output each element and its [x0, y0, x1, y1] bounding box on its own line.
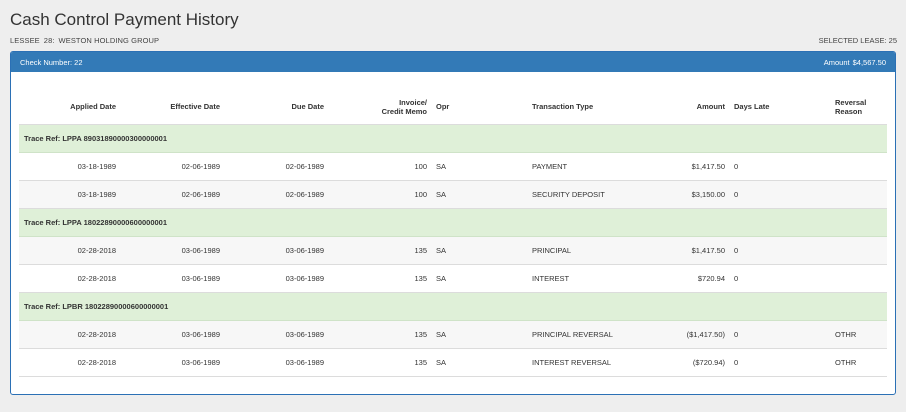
applied-date-cell: 03-18-1989	[19, 180, 119, 209]
effective-date-cell: 03-06-1989	[119, 236, 223, 265]
trace-ref: Trace Ref: LPPA 18022890000600000001	[19, 208, 887, 237]
col-applied-date[interactable]: Applied Date	[19, 89, 119, 125]
trace-ref: Trace Ref: LPPA 89031890000300000001	[19, 124, 887, 153]
days-late-cell: 0	[728, 180, 832, 209]
effective-date-cell: 02-06-1989	[119, 152, 223, 181]
effective-date-cell: 03-06-1989	[119, 320, 223, 349]
col-opr[interactable]: Opr	[430, 89, 529, 125]
selected-lease: SELECTED LEASE: 25	[818, 36, 897, 45]
transaction-type-cell: PAYMENT	[529, 152, 683, 181]
applied-date-cell: 02-28-2018	[19, 264, 119, 293]
amount-cell: $1,417.50	[683, 152, 728, 181]
transaction-type-cell: INTEREST REVERSAL	[529, 348, 683, 377]
invoice-header-line2: Credit Memo	[381, 106, 427, 116]
table-row[interactable]: 02-28-2018 03-06-1989 03-06-1989 135 SA …	[19, 236, 887, 265]
transaction-type-cell: PRINCIPAL	[529, 236, 683, 265]
effective-date-cell: 03-06-1989	[119, 348, 223, 377]
applied-date-cell: 02-28-2018	[19, 348, 119, 377]
lessee-number: 28:	[43, 36, 55, 45]
due-date-cell: 02-06-1989	[223, 152, 327, 181]
opr-cell: SA	[430, 236, 529, 265]
days-late-cell: 0	[728, 348, 832, 377]
lessee-info: LESSEE 28: WESTON HOLDING GROUP	[10, 36, 159, 45]
table-row[interactable]: 02-28-2018 03-06-1989 03-06-1989 135 SA …	[19, 348, 887, 377]
col-due-date[interactable]: Due Date	[223, 89, 327, 125]
table-row[interactable]: 03-18-1989 02-06-1989 02-06-1989 100 SA …	[19, 152, 887, 181]
payment-history-panel: Check Number: 22 Amount $4,567.50 Applie…	[10, 51, 896, 395]
amount-cell: $3,150.00	[683, 180, 728, 209]
invoice-cell: 100	[327, 152, 430, 181]
invoice-header-line1: Invoice/	[399, 97, 427, 107]
opr-cell: SA	[430, 180, 529, 209]
col-effective-date[interactable]: Effective Date	[119, 89, 223, 125]
table-row[interactable]: 03-18-1989 02-06-1989 02-06-1989 100 SA …	[19, 180, 887, 209]
days-late-cell: 0	[728, 264, 832, 293]
amount-cell: $720.94	[683, 264, 728, 293]
opr-cell: SA	[430, 264, 529, 293]
amount-cell: ($720.94)	[683, 348, 728, 377]
lessee-label: LESSEE	[10, 36, 40, 45]
reversal-reason-cell	[832, 152, 887, 181]
applied-date-cell: 03-18-1989	[19, 152, 119, 181]
invoice-cell: 100	[327, 180, 430, 209]
table-header-row: Applied Date Effective Date Due Date Inv…	[19, 89, 887, 125]
days-late-cell: 0	[728, 320, 832, 349]
panel-header: Check Number: 22 Amount $4,567.50	[11, 52, 895, 72]
due-date-cell: 03-06-1989	[223, 236, 327, 265]
amount-cell: ($1,417.50)	[683, 320, 728, 349]
due-date-cell: 02-06-1989	[223, 180, 327, 209]
due-date-cell: 03-06-1989	[223, 264, 327, 293]
trace-group-row: Trace Ref: LPBR 18022890000600000001	[19, 292, 887, 321]
invoice-cell: 135	[327, 320, 430, 349]
col-days-late[interactable]: Days Late	[728, 89, 832, 125]
reversal-reason-cell: OTHR	[832, 348, 887, 377]
days-late-cell: 0	[728, 152, 832, 181]
days-late-cell: 0	[728, 236, 832, 265]
page-title: Cash Control Payment History	[10, 10, 239, 29]
check-amount: Amount $4,567.50	[824, 58, 886, 67]
applied-date-cell: 02-28-2018	[19, 320, 119, 349]
opr-cell: SA	[430, 152, 529, 181]
reversal-reason-cell	[832, 180, 887, 209]
transaction-type-cell: SECURITY DEPOSIT	[529, 180, 683, 209]
effective-date-cell: 03-06-1989	[119, 264, 223, 293]
transaction-type-cell: INTEREST	[529, 264, 683, 293]
trace-ref: Trace Ref: LPBR 18022890000600000001	[19, 292, 887, 321]
col-invoice-credit-memo[interactable]: Invoice/ Credit Memo	[327, 89, 430, 125]
effective-date-cell: 02-06-1989	[119, 180, 223, 209]
amount-label: Amount	[823, 57, 850, 67]
reversal-reason-cell: OTHR	[832, 320, 887, 349]
amount-value: $4,567.50	[852, 57, 886, 67]
reversal-reason-cell	[832, 264, 887, 293]
applied-date-cell: 02-28-2018	[19, 236, 119, 265]
due-date-cell: 03-06-1989	[223, 320, 327, 349]
due-date-cell: 03-06-1989	[223, 348, 327, 377]
col-reversal-reason[interactable]: Reversal Reason	[832, 89, 887, 125]
reversal-reason-cell	[832, 236, 887, 265]
amount-cell: $1,417.50	[683, 236, 728, 265]
table-row[interactable]: 02-28-2018 03-06-1989 03-06-1989 135 SA …	[19, 320, 887, 349]
transaction-type-cell: PRINCIPAL REVERSAL	[529, 320, 683, 349]
check-number: Check Number: 22	[20, 57, 83, 67]
invoice-cell: 135	[327, 236, 430, 265]
opr-cell: SA	[430, 348, 529, 377]
lessee-name: WESTON HOLDING GROUP	[58, 36, 160, 45]
invoice-cell: 135	[327, 264, 430, 293]
opr-cell: SA	[430, 320, 529, 349]
invoice-cell: 135	[327, 348, 430, 377]
trace-group-row: Trace Ref: LPPA 18022890000600000001	[19, 208, 887, 237]
table-row[interactable]: 02-28-2018 03-06-1989 03-06-1989 135 SA …	[19, 264, 887, 293]
transactions-table: Applied Date Effective Date Due Date Inv…	[19, 89, 887, 377]
col-amount[interactable]: Amount	[683, 89, 728, 125]
trace-group-row: Trace Ref: LPPA 89031890000300000001	[19, 124, 887, 153]
col-transaction-type[interactable]: Transaction Type	[529, 89, 683, 125]
